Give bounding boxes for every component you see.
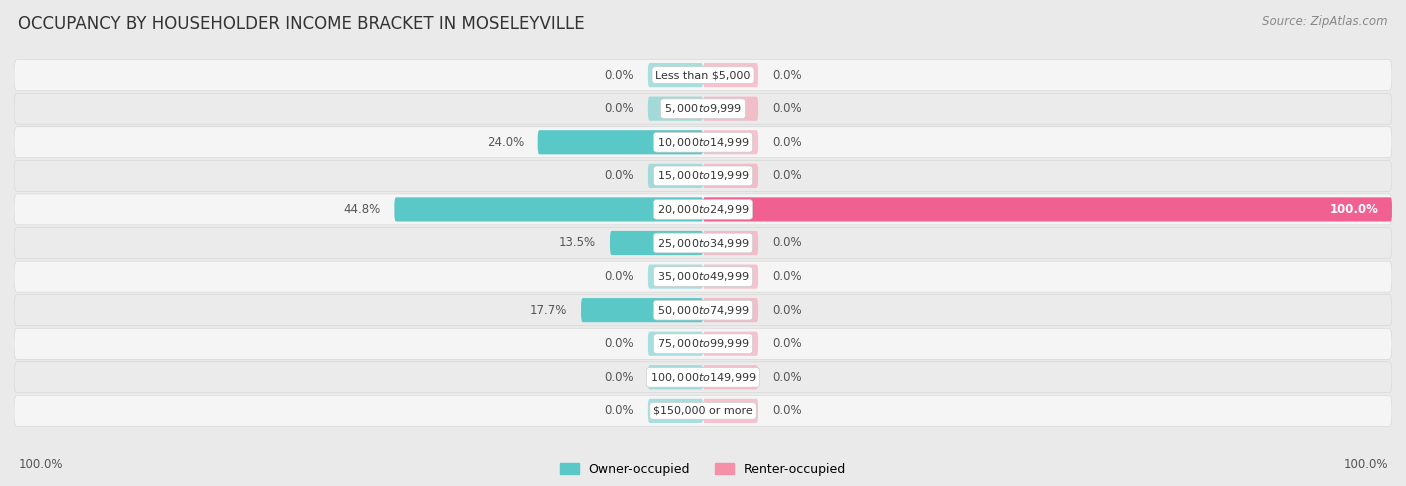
FancyBboxPatch shape xyxy=(14,227,1392,259)
FancyBboxPatch shape xyxy=(703,63,758,87)
Text: $20,000 to $24,999: $20,000 to $24,999 xyxy=(657,203,749,216)
Text: $25,000 to $34,999: $25,000 to $34,999 xyxy=(657,237,749,249)
FancyBboxPatch shape xyxy=(610,231,703,255)
FancyBboxPatch shape xyxy=(703,365,758,389)
Text: 24.0%: 24.0% xyxy=(486,136,524,149)
Text: $15,000 to $19,999: $15,000 to $19,999 xyxy=(657,169,749,182)
FancyBboxPatch shape xyxy=(648,97,703,121)
Text: $75,000 to $99,999: $75,000 to $99,999 xyxy=(657,337,749,350)
Text: 0.0%: 0.0% xyxy=(772,169,801,182)
Text: $5,000 to $9,999: $5,000 to $9,999 xyxy=(664,102,742,115)
Text: 100.0%: 100.0% xyxy=(1343,458,1388,471)
FancyBboxPatch shape xyxy=(648,264,703,289)
Text: 0.0%: 0.0% xyxy=(772,371,801,384)
Text: 0.0%: 0.0% xyxy=(772,304,801,317)
Text: OCCUPANCY BY HOUSEHOLDER INCOME BRACKET IN MOSELEYVILLE: OCCUPANCY BY HOUSEHOLDER INCOME BRACKET … xyxy=(18,15,585,33)
FancyBboxPatch shape xyxy=(703,399,758,423)
Text: 0.0%: 0.0% xyxy=(605,371,634,384)
Text: 0.0%: 0.0% xyxy=(772,237,801,249)
Text: $150,000 or more: $150,000 or more xyxy=(654,406,752,416)
FancyBboxPatch shape xyxy=(703,197,1392,222)
Text: 0.0%: 0.0% xyxy=(605,337,634,350)
FancyBboxPatch shape xyxy=(648,63,703,87)
FancyBboxPatch shape xyxy=(703,97,758,121)
FancyBboxPatch shape xyxy=(14,328,1392,359)
Text: $100,000 to $149,999: $100,000 to $149,999 xyxy=(650,371,756,384)
Text: Less than $5,000: Less than $5,000 xyxy=(655,70,751,80)
Text: 100.0%: 100.0% xyxy=(1329,203,1378,216)
Text: 100.0%: 100.0% xyxy=(18,458,63,471)
FancyBboxPatch shape xyxy=(14,261,1392,292)
FancyBboxPatch shape xyxy=(581,298,703,322)
Text: 0.0%: 0.0% xyxy=(772,69,801,82)
Text: 0.0%: 0.0% xyxy=(605,169,634,182)
FancyBboxPatch shape xyxy=(394,197,703,222)
Text: 0.0%: 0.0% xyxy=(772,404,801,417)
FancyBboxPatch shape xyxy=(703,164,758,188)
Text: $50,000 to $74,999: $50,000 to $74,999 xyxy=(657,304,749,317)
Text: $35,000 to $49,999: $35,000 to $49,999 xyxy=(657,270,749,283)
Legend: Owner-occupied, Renter-occupied: Owner-occupied, Renter-occupied xyxy=(555,457,851,481)
FancyBboxPatch shape xyxy=(648,331,703,356)
Text: 17.7%: 17.7% xyxy=(530,304,567,317)
FancyBboxPatch shape xyxy=(14,396,1392,426)
FancyBboxPatch shape xyxy=(703,331,758,356)
FancyBboxPatch shape xyxy=(14,194,1392,225)
FancyBboxPatch shape xyxy=(703,231,758,255)
Text: 0.0%: 0.0% xyxy=(605,404,634,417)
Text: 0.0%: 0.0% xyxy=(772,337,801,350)
Text: 0.0%: 0.0% xyxy=(605,270,634,283)
FancyBboxPatch shape xyxy=(703,264,758,289)
Text: 0.0%: 0.0% xyxy=(772,136,801,149)
Text: $10,000 to $14,999: $10,000 to $14,999 xyxy=(657,136,749,149)
FancyBboxPatch shape xyxy=(14,160,1392,191)
Text: 0.0%: 0.0% xyxy=(605,69,634,82)
FancyBboxPatch shape xyxy=(648,164,703,188)
Text: Source: ZipAtlas.com: Source: ZipAtlas.com xyxy=(1263,15,1388,28)
FancyBboxPatch shape xyxy=(14,295,1392,326)
Text: 0.0%: 0.0% xyxy=(772,270,801,283)
FancyBboxPatch shape xyxy=(703,298,758,322)
Text: 0.0%: 0.0% xyxy=(605,102,634,115)
FancyBboxPatch shape xyxy=(537,130,703,155)
Text: 44.8%: 44.8% xyxy=(343,203,381,216)
FancyBboxPatch shape xyxy=(14,127,1392,158)
FancyBboxPatch shape xyxy=(703,130,758,155)
FancyBboxPatch shape xyxy=(14,362,1392,393)
FancyBboxPatch shape xyxy=(648,399,703,423)
Text: 13.5%: 13.5% xyxy=(560,237,596,249)
FancyBboxPatch shape xyxy=(648,365,703,389)
Text: 0.0%: 0.0% xyxy=(772,102,801,115)
FancyBboxPatch shape xyxy=(14,60,1392,90)
FancyBboxPatch shape xyxy=(14,93,1392,124)
